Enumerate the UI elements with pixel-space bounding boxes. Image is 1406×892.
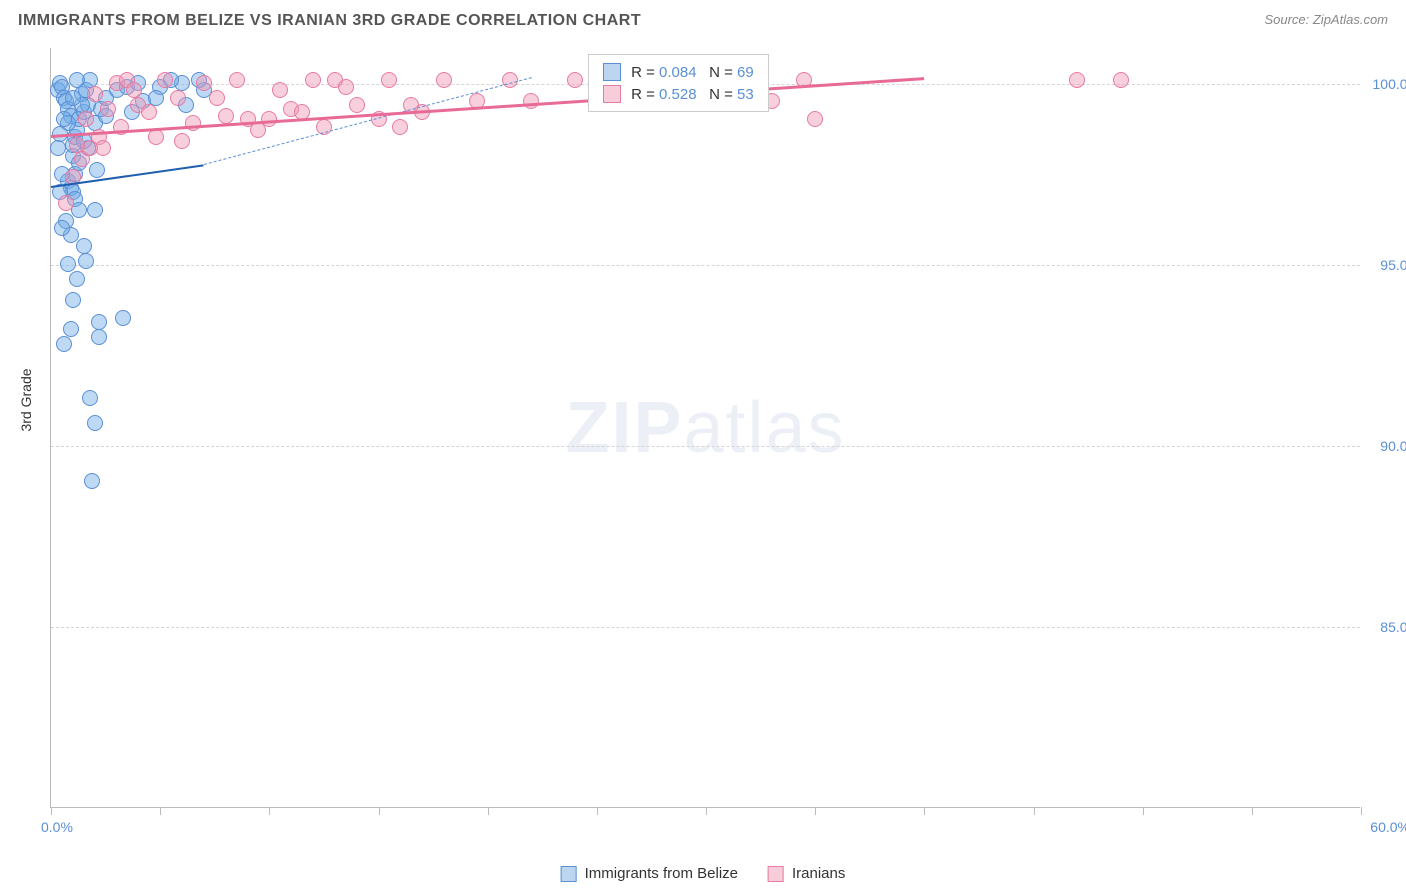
data-point [115, 310, 131, 326]
data-point [1069, 72, 1085, 88]
legend-item: Immigrants from Belize [561, 865, 738, 882]
x-tick [706, 807, 707, 815]
data-point [84, 473, 100, 489]
data-point [50, 140, 66, 156]
data-point [436, 72, 452, 88]
data-point [65, 292, 81, 308]
data-point [82, 390, 98, 406]
data-point [95, 140, 111, 156]
data-point [87, 86, 103, 102]
data-point [148, 129, 164, 145]
legend-stats: R = 0.528 N = 53 [631, 86, 754, 103]
chart-title: IMMIGRANTS FROM BELIZE VS IRANIAN 3RD GR… [18, 12, 641, 30]
gridline [51, 446, 1360, 447]
data-point [218, 108, 234, 124]
data-point [170, 90, 186, 106]
data-point [78, 111, 94, 127]
x-tick [379, 807, 380, 815]
y-tick-label: 100.0% [1373, 76, 1406, 92]
y-tick-label: 90.0% [1380, 438, 1406, 454]
data-point [807, 111, 823, 127]
x-tick [1034, 807, 1035, 815]
x-tick-label: 60.0% [1370, 819, 1406, 835]
legend-row: R = 0.528 N = 53 [603, 83, 754, 105]
correlation-legend: R = 0.084 N = 69 R = 0.528 N = 53 [588, 54, 769, 112]
x-tick [269, 807, 270, 815]
legend-bottom: Immigrants from Belize Iranians [561, 865, 846, 882]
data-point [58, 195, 74, 211]
x-tick [51, 807, 52, 815]
data-point [305, 72, 321, 88]
data-point [65, 90, 81, 106]
data-point [91, 329, 107, 345]
y-tick-label: 85.0% [1380, 619, 1406, 635]
x-tick [488, 807, 489, 815]
data-point [87, 202, 103, 218]
data-point [54, 220, 70, 236]
gridline [51, 627, 1360, 628]
data-point [272, 82, 288, 98]
data-point [141, 104, 157, 120]
x-tick [815, 807, 816, 815]
data-point [157, 72, 173, 88]
data-point [185, 115, 201, 131]
chart-source: Source: ZipAtlas.com [1264, 12, 1388, 27]
data-point [89, 162, 105, 178]
legend-swatch [603, 85, 621, 103]
legend-label: Iranians [792, 865, 845, 882]
chart-plot-area: ZIPatlas 85.0%90.0%95.0%100.0%0.0%60.0%R… [50, 48, 1360, 808]
watermark: ZIPatlas [565, 387, 845, 469]
data-point [60, 256, 76, 272]
data-point [69, 72, 85, 88]
x-tick [924, 807, 925, 815]
legend-label: Immigrants from Belize [585, 865, 738, 882]
data-point [523, 93, 539, 109]
x-tick [1361, 807, 1362, 815]
x-tick [160, 807, 161, 815]
data-point [69, 271, 85, 287]
data-point [338, 79, 354, 95]
data-point [567, 72, 583, 88]
data-point [349, 97, 365, 113]
legend-swatch [561, 866, 577, 882]
data-point [100, 101, 116, 117]
legend-item: Iranians [768, 865, 845, 882]
legend-swatch [768, 866, 784, 882]
x-tick [1252, 807, 1253, 815]
legend-row: R = 0.084 N = 69 [603, 61, 754, 83]
data-point [209, 90, 225, 106]
legend-swatch [603, 63, 621, 81]
data-point [69, 137, 85, 153]
y-axis-label: 3rd Grade [18, 368, 34, 431]
data-point [392, 119, 408, 135]
x-tick [597, 807, 598, 815]
data-point [381, 72, 397, 88]
y-tick-label: 95.0% [1380, 257, 1406, 273]
data-point [78, 253, 94, 269]
data-point [56, 336, 72, 352]
gridline [51, 265, 1360, 266]
data-point [174, 133, 190, 149]
data-point [87, 415, 103, 431]
data-point [126, 82, 142, 98]
x-tick-label: 0.0% [41, 819, 73, 835]
data-point [229, 72, 245, 88]
legend-stats: R = 0.084 N = 69 [631, 64, 754, 81]
data-point [196, 75, 212, 91]
data-point [1113, 72, 1129, 88]
x-tick [1143, 807, 1144, 815]
